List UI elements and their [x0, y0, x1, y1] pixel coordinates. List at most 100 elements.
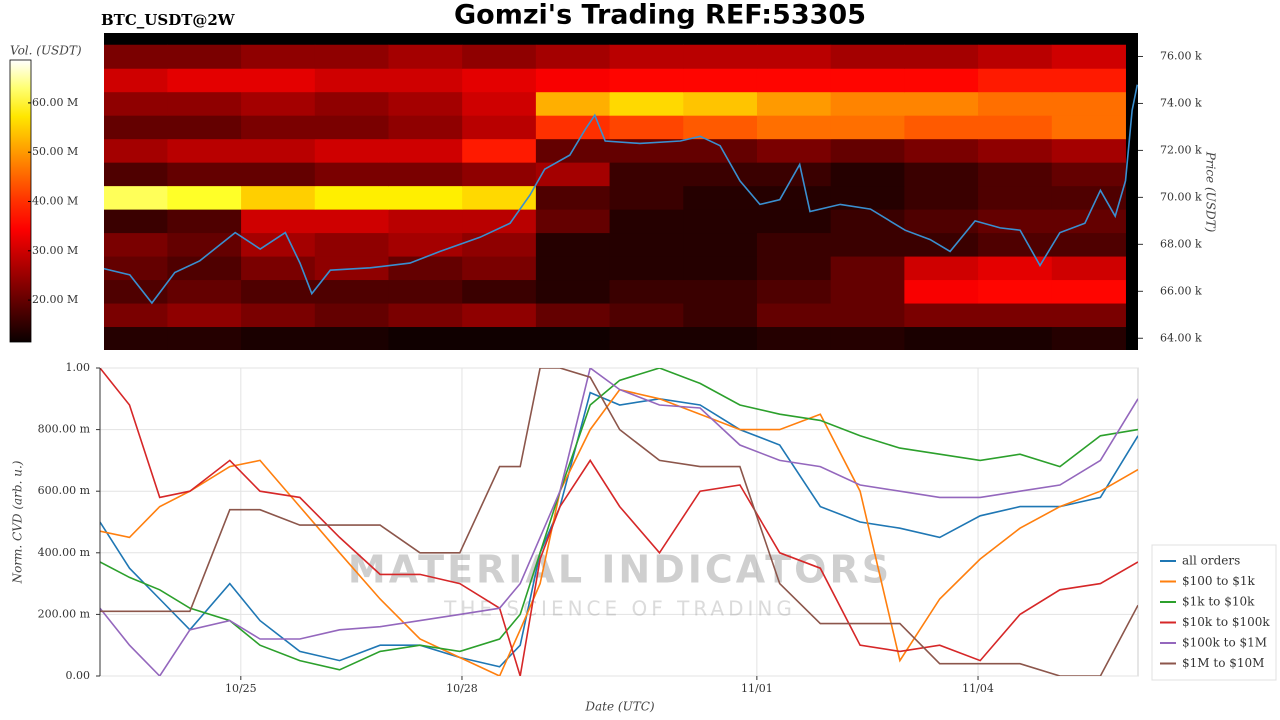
heat-cell [535, 162, 611, 187]
heat-cell [241, 115, 316, 140]
colorbar-tick-label: 40.00 M [32, 194, 78, 207]
heat-cell [535, 91, 611, 116]
heat-cell [904, 232, 979, 257]
heat-cell [756, 138, 832, 163]
heat-cell [978, 91, 1053, 116]
watermark: MATERIAL INDICATORS THE SCIENCE OF TRADI… [348, 548, 889, 621]
legend-label: $1M to $10M [1182, 656, 1264, 670]
heat-cell [1051, 162, 1126, 187]
heat-cell [830, 44, 905, 69]
heat-cell [683, 326, 758, 350]
heat-cell [314, 44, 389, 69]
heat-cell [462, 209, 537, 234]
heat-cell [167, 91, 242, 116]
heat-cell [535, 256, 611, 281]
heat-cell [104, 44, 168, 69]
y-tick-label: 72.00 k [1160, 143, 1202, 156]
heat-cell [104, 256, 168, 281]
cvd-line [100, 388, 1138, 676]
heat-cell [462, 185, 537, 210]
heat-cell [1051, 44, 1126, 69]
heat-cell [683, 115, 758, 140]
heat-cell [683, 256, 758, 281]
colorbar-label: Vol. (USDT) [10, 44, 82, 58]
colorbar-tick-label: 50.00 M [32, 145, 78, 158]
heat-cell [167, 138, 242, 163]
heat-cell [1051, 91, 1126, 116]
price-line [104, 84, 1138, 305]
y-tick-label: 68.00 k [1160, 237, 1202, 250]
heat-cell [1051, 209, 1126, 234]
heat-cell [462, 44, 537, 69]
heat-cell [535, 185, 611, 210]
heat-cell [830, 303, 905, 328]
heat-cell [978, 162, 1053, 187]
heat-cell [683, 91, 758, 116]
heat-cell [388, 303, 463, 328]
heat-cell [904, 326, 979, 350]
heat-cell [609, 279, 684, 304]
heat-cell [104, 162, 168, 187]
heat-cell [830, 162, 905, 187]
heat-cell [167, 256, 242, 281]
heat-cell [756, 185, 832, 210]
plot-background [99, 367, 1139, 677]
heat-cell [683, 303, 758, 328]
heat-cell [388, 209, 463, 234]
heat-cell [241, 303, 316, 328]
legend-label: $1k to $10k [1182, 595, 1255, 609]
heat-cell [683, 68, 758, 93]
heat-cell [388, 44, 463, 69]
y-axis-label: Norm. CVD (arb. u.) [11, 460, 25, 584]
cvd-line [100, 368, 1138, 671]
x-tick-label: 10/25 [225, 682, 257, 695]
lines [100, 368, 1138, 676]
heat-cell [167, 232, 242, 257]
heat-cell [830, 326, 905, 350]
heat-cell [241, 279, 316, 304]
heat-cell [314, 326, 389, 350]
heat-cell [535, 232, 611, 257]
y-tick-label: 400.00 m [38, 546, 91, 559]
x-axis-label: Date (UTC) [584, 700, 654, 714]
heat-cell [756, 279, 832, 304]
x-tick-label: 11/01 [741, 682, 773, 695]
heat-cell [756, 115, 832, 140]
heat-cell [104, 91, 168, 116]
heat-cell [167, 279, 242, 304]
y-tick-label: 800.00 m [38, 423, 91, 436]
heat-cell [388, 185, 463, 210]
heat-cell [904, 185, 979, 210]
colorbar [9, 59, 32, 343]
heat-cell [830, 138, 905, 163]
heat-cell [535, 209, 611, 234]
heat-cell [535, 279, 611, 304]
heat-cell [904, 68, 979, 93]
heat-cell [388, 162, 463, 187]
legend-label: $100 to $1k [1182, 574, 1255, 588]
heat-cell [241, 209, 316, 234]
heat-cell [241, 185, 316, 210]
heat-cell [609, 256, 684, 281]
heat-cell [314, 209, 389, 234]
heat-cell [1051, 279, 1126, 304]
colorbar-tick-label: 30.00 M [32, 244, 78, 257]
heat-cell [462, 232, 537, 257]
heat-cell [904, 91, 979, 116]
heat-cell [830, 115, 905, 140]
heat-cell [609, 185, 684, 210]
heat-cell [609, 91, 684, 116]
heat-cell [462, 279, 537, 304]
heat-cell [756, 256, 832, 281]
heat-cell [756, 91, 832, 116]
heat-cell [388, 91, 463, 116]
heat-cell [830, 232, 905, 257]
heat-cell [830, 68, 905, 93]
heat-cell [978, 44, 1053, 69]
heat-cell [535, 303, 611, 328]
heat-cell [609, 115, 684, 140]
heat-cell [756, 44, 832, 69]
heat-cell [388, 279, 463, 304]
heat-cell [904, 138, 979, 163]
